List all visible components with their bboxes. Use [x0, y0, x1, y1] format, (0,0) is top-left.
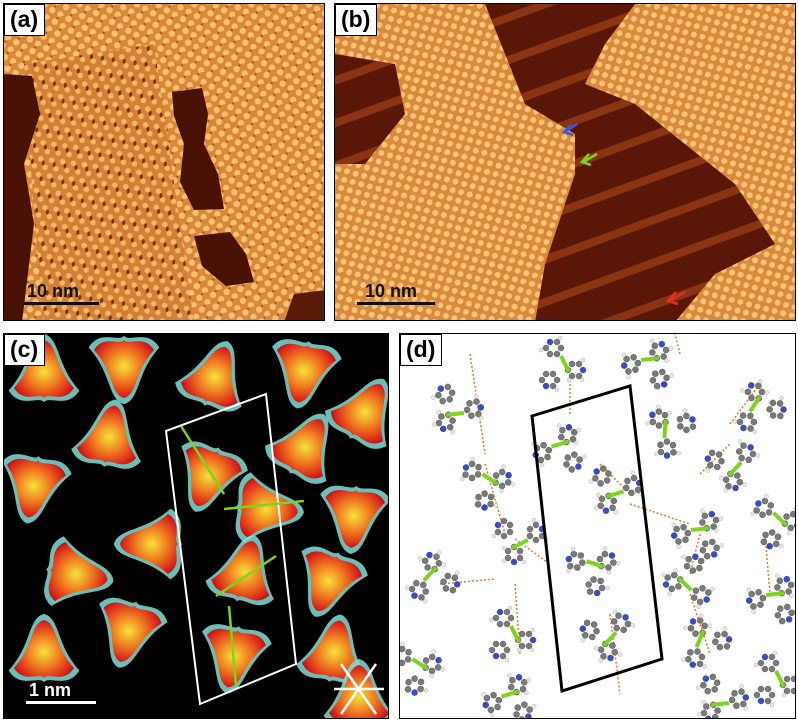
- panel-a: (a) 10 nm: [3, 3, 325, 321]
- panel-d: (d): [399, 333, 796, 719]
- stm-image-c: [4, 334, 388, 718]
- direction-star-icon: [334, 663, 384, 715]
- arrow-blue-icon: [561, 122, 578, 137]
- scale-label-c: 1 nm: [29, 680, 72, 700]
- molecule-axes-c: [179, 425, 305, 687]
- unit-cell-c: [164, 392, 298, 706]
- scale-bar-b: [357, 302, 435, 305]
- hbond-network: [439, 334, 771, 695]
- panel-c: (c) 1 nm: [3, 333, 389, 719]
- panel-label-b: (b): [335, 4, 378, 36]
- panel-label-a: (a): [4, 4, 46, 36]
- scale-label-a: 10 nm: [27, 281, 80, 301]
- scale-bar-c: [26, 701, 96, 704]
- panel-b: (b) 10 nm: [334, 3, 796, 321]
- arrow-green-icon: [579, 152, 598, 167]
- crystal-model-d: [400, 334, 795, 718]
- stm-image-b: [335, 4, 795, 320]
- stm-image-a: [4, 4, 324, 320]
- scale-label-b: 10 nm: [365, 281, 418, 301]
- panel-label-d: (d): [400, 334, 443, 366]
- scale-bar-a: [24, 302, 99, 305]
- unit-cell-d: [530, 384, 664, 693]
- arrow-red-icon: [665, 290, 686, 306]
- panel-label-c: (c): [4, 334, 46, 366]
